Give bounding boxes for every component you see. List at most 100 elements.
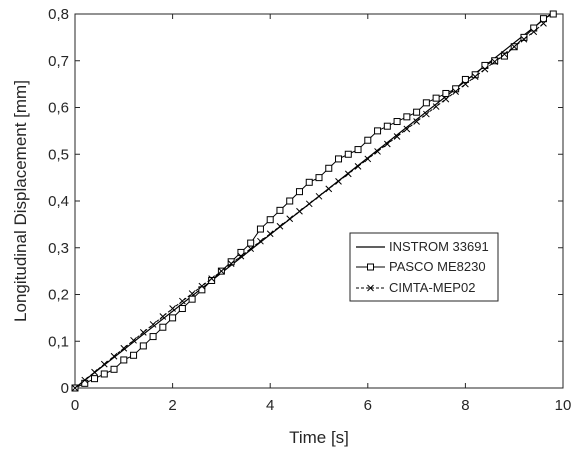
data-point-square	[393, 118, 401, 126]
data-point-x	[315, 192, 323, 200]
data-point-square	[198, 286, 206, 294]
data-point-x	[530, 28, 538, 36]
legend-square-marker	[367, 263, 374, 271]
data-point-x	[257, 237, 264, 245]
data-point-x	[462, 80, 469, 88]
data-point-x	[286, 215, 294, 223]
legend-entry-cimta: CIMTA-MEP02	[356, 280, 475, 295]
data-point-square	[305, 178, 313, 186]
legend-x-marker	[367, 284, 374, 292]
plot-frame	[74, 13, 564, 389]
data-point-x	[130, 336, 137, 344]
legend-entry-pasco: PASCO ME8230	[356, 259, 486, 274]
data-point-x	[442, 95, 450, 103]
data-point-x	[247, 245, 255, 253]
data-point-x	[383, 140, 391, 148]
data-point-x	[149, 321, 157, 328]
series-cimta-mep02	[71, 19, 547, 392]
data-point-x	[540, 19, 547, 27]
data-point-x	[198, 282, 206, 290]
data-point-x	[325, 185, 333, 193]
data-point-square	[227, 258, 235, 266]
x-tick-label: 4	[266, 397, 274, 414]
data-point-x	[403, 125, 411, 133]
y-tick-label: 0	[61, 380, 69, 397]
y-axis-label: Longitudinal Displacement [mm]	[11, 80, 30, 322]
data-point-square	[188, 295, 196, 303]
y-tick-label: 0,6	[48, 100, 69, 117]
data-point-x	[139, 329, 147, 336]
data-point-x	[501, 50, 508, 58]
data-point-square	[247, 239, 255, 247]
data-point-x	[344, 170, 352, 178]
data-point-x	[91, 368, 98, 376]
legend-entry-instrom: INSTROM 33691	[356, 239, 489, 254]
data-point-square	[110, 365, 118, 373]
data-point-square	[539, 15, 547, 23]
data-point-x	[276, 222, 284, 230]
data-point-square	[325, 164, 333, 172]
data-point-square	[100, 370, 108, 378]
data-point-square	[374, 127, 382, 135]
y-tick-label: 0,7	[48, 53, 69, 70]
data-point-square	[315, 174, 323, 182]
data-point-x	[491, 58, 499, 66]
data-point-square	[383, 122, 391, 130]
data-point-x	[393, 133, 401, 140]
data-point-square	[422, 99, 430, 107]
data-point-square	[364, 136, 372, 144]
data-point-square	[286, 197, 294, 205]
x-tick-label: 8	[461, 397, 469, 414]
data-point-x	[179, 297, 186, 305]
y-tick-label: 0,5	[48, 146, 69, 163]
plot-area	[74, 13, 564, 389]
data-point-square	[178, 305, 186, 313]
data-point-x	[481, 65, 489, 73]
x-axis-label: Time [s]	[289, 428, 349, 447]
data-point-square	[295, 188, 303, 196]
legend: INSTROM 33691 PASCO ME8230 CIMTA-MEP02	[349, 232, 499, 302]
data-point-square	[481, 61, 489, 69]
data-point-x	[266, 230, 274, 238]
data-point-square	[354, 146, 362, 154]
legend-label-cimta: CIMTA-MEP02	[389, 280, 475, 295]
axis-ticks: 0 2 4 6 8 10 0 0,1 0,2 0,3 0,4 0,5 0,6 0,7 0,8	[48, 6, 571, 414]
data-point-square	[491, 57, 499, 65]
data-point-x	[452, 88, 459, 95]
data-point-x	[520, 35, 528, 43]
data-point-x	[364, 155, 372, 163]
series-layer	[71, 10, 557, 392]
data-point-x	[374, 148, 381, 155]
data-point-x	[305, 200, 313, 208]
x-tick-label: 2	[168, 397, 176, 414]
data-point-x	[71, 384, 79, 392]
data-point-square	[256, 225, 264, 233]
data-point-x	[100, 360, 108, 368]
data-point-square	[549, 10, 557, 18]
data-point-square	[413, 108, 421, 116]
data-point-square	[442, 89, 450, 97]
series-pasco-me8230	[71, 10, 557, 392]
data-point-square	[266, 216, 274, 224]
data-point-x	[81, 376, 89, 384]
data-point-x	[335, 178, 342, 185]
y-tick-label: 0,1	[48, 333, 69, 350]
data-point-square	[130, 351, 138, 359]
data-point-x	[208, 275, 215, 282]
data-point-x	[188, 290, 196, 297]
data-point-x	[227, 260, 235, 267]
data-point-square	[276, 206, 284, 214]
x-tick-label: 6	[364, 397, 372, 414]
y-tick-label: 0,8	[48, 6, 69, 23]
data-point-x	[237, 252, 245, 260]
data-point-square	[461, 75, 469, 83]
data-point-x	[120, 344, 128, 352]
legend-label-instrom: INSTROM 33691	[389, 239, 489, 254]
data-point-square	[344, 150, 352, 158]
data-point-square	[91, 375, 99, 383]
data-point-square	[335, 155, 343, 163]
y-tick-label: 0,3	[48, 240, 69, 257]
data-point-x	[169, 305, 176, 312]
data-point-x	[110, 352, 118, 360]
